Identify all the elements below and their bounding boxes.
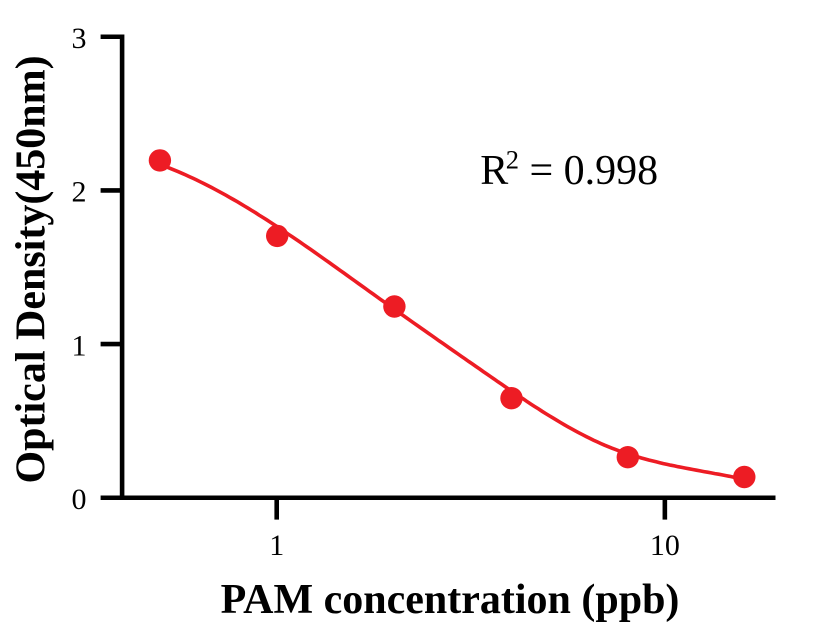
svg-text:1: 1 (72, 329, 87, 362)
svg-text:2: 2 (72, 176, 87, 209)
svg-text:3: 3 (72, 22, 87, 55)
svg-text:10: 10 (650, 529, 680, 562)
svg-text:0: 0 (72, 483, 87, 516)
svg-text:R2 = 0.998: R2 = 0.998 (480, 145, 658, 195)
svg-text:Optical Density(450nm): Optical Density(450nm) (9, 55, 55, 483)
svg-text:PAM concentration (ppb): PAM concentration (ppb) (221, 577, 680, 623)
svg-text:1: 1 (269, 529, 284, 562)
